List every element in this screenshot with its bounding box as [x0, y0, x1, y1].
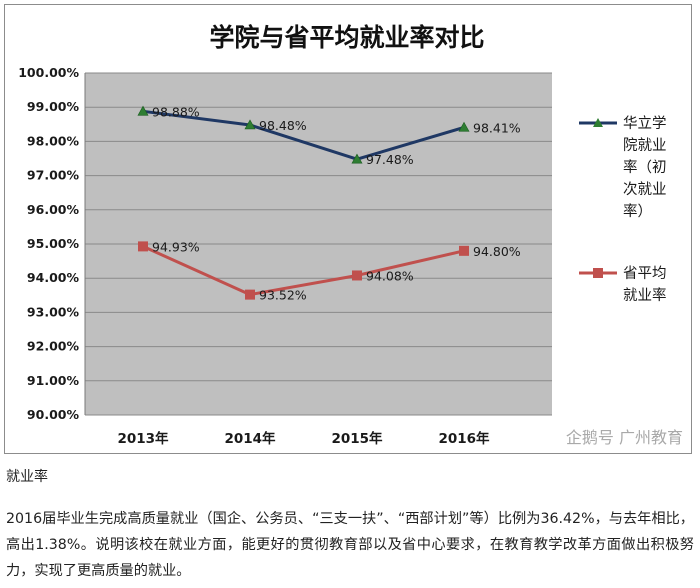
line-chart: 学院与省平均就业率对比 90.00% 91.00% 92.00% 93.00% 94.00… [18, 23, 683, 447]
data-label: 97.48% [366, 152, 414, 167]
data-point [137, 105, 149, 116]
y-tick-label: 90.00% [27, 407, 80, 422]
data-label: 98.88% [152, 104, 200, 119]
data-point [245, 289, 255, 300]
y-tick-label: 100.00% [18, 65, 79, 80]
y-tick-label: 95.00% [27, 236, 80, 251]
data-label: 98.48% [259, 118, 307, 133]
y-tick-label: 92.00% [27, 339, 80, 354]
series-line [142, 245, 465, 297]
data-point [351, 153, 363, 164]
description-paragraph: 2016届毕业生完成高质量就业（国企、公务员、“三支一扶”、“西部计划”等）比例… [6, 511, 694, 579]
x-tick-label: 2015年 [331, 430, 383, 447]
y-tick-label: 97.00% [27, 168, 80, 183]
data-point [352, 270, 362, 281]
y-tick-label: 93.00% [27, 304, 80, 319]
y-tick-label: 91.00% [27, 373, 80, 388]
legend-label: 就业率 [623, 287, 667, 304]
x-tick-label: 2016年 [438, 430, 490, 447]
data-label: 94.80% [473, 244, 521, 259]
data-point [138, 241, 148, 252]
legend-label: 华立学 [623, 115, 667, 132]
data-label: 93.52% [259, 288, 307, 303]
legend-label: 院就业 [623, 137, 667, 154]
legend-label: 省平均 [623, 265, 667, 282]
chart-title: 学院与省平均就业率对比 [209, 23, 484, 52]
legend-label: 率（初 [623, 159, 667, 176]
series-line [142, 109, 465, 161]
y-tick-label: 94.00% [27, 270, 80, 285]
x-tick-label: 2013年 [117, 430, 169, 447]
data-label: 94.08% [366, 268, 414, 283]
y-tick-label: 99.00% [27, 99, 80, 114]
data-label: 94.93% [152, 239, 200, 254]
y-tick-label: 96.00% [27, 202, 80, 217]
chart-frame: 学院与省平均就业率对比 90.00% 91.00% 92.00% 93.00% 94.00… [4, 4, 692, 454]
legend-label: 次就业 [623, 181, 667, 198]
legend-label: 率） [623, 203, 652, 220]
data-point [244, 119, 256, 130]
watermark-text: 企鹅号 广州教育 [566, 428, 683, 447]
legend-marker [593, 118, 603, 127]
data-point [458, 121, 470, 132]
y-tick-label: 98.00% [27, 133, 80, 148]
caption: 就业率 [6, 469, 48, 485]
legend-marker [593, 268, 603, 278]
data-label: 98.41% [473, 120, 521, 135]
x-tick-label: 2014年 [224, 430, 276, 447]
data-point [459, 245, 469, 256]
